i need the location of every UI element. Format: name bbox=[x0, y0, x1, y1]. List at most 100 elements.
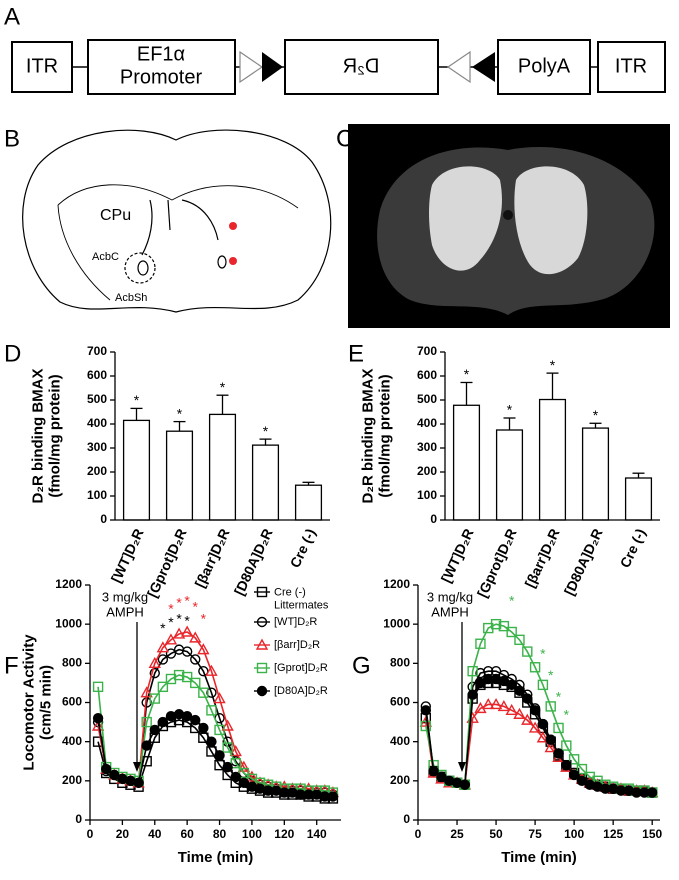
significance: * bbox=[168, 601, 174, 617]
marker bbox=[420, 705, 432, 716]
marker bbox=[157, 681, 169, 693]
y-tick-label: 400 bbox=[390, 734, 410, 748]
significance: * bbox=[193, 599, 199, 615]
bar bbox=[122, 419, 151, 521]
y-tick-label: 600 bbox=[417, 368, 437, 382]
significance: * bbox=[160, 620, 166, 636]
panel-label: F bbox=[4, 652, 19, 679]
marker bbox=[238, 777, 250, 788]
marker bbox=[189, 631, 202, 643]
y-tick-label: 400 bbox=[87, 416, 107, 430]
marker bbox=[514, 634, 525, 646]
significance: * bbox=[548, 667, 554, 683]
marker bbox=[528, 721, 542, 733]
marker bbox=[222, 761, 233, 773]
marker bbox=[529, 662, 541, 673]
x-tick-label: 20 bbox=[116, 827, 130, 841]
marker bbox=[229, 745, 242, 757]
legend-label: [D80A]D₂R bbox=[274, 685, 328, 697]
marker bbox=[221, 719, 234, 731]
x-tick-label: Cre (-) bbox=[617, 526, 649, 570]
panel-label: B bbox=[4, 125, 20, 152]
series-line bbox=[425, 682, 653, 794]
marker bbox=[576, 763, 588, 775]
marker bbox=[214, 724, 225, 736]
marker bbox=[506, 679, 517, 691]
x-tick-label: [βarr]D₂R bbox=[191, 526, 232, 590]
marker bbox=[213, 692, 226, 704]
significance: * bbox=[507, 402, 513, 418]
y-tick-label: 1200 bbox=[55, 577, 82, 591]
x-tick-label: 0 bbox=[87, 827, 94, 841]
y-tick-label: 500 bbox=[87, 392, 107, 406]
y-tick-label: 700 bbox=[87, 344, 107, 358]
bar bbox=[294, 484, 323, 521]
significance: * bbox=[556, 689, 562, 705]
marker bbox=[149, 667, 160, 679]
legend-label: Cre (-) Littermates bbox=[274, 587, 329, 612]
marker bbox=[141, 756, 152, 767]
marker bbox=[230, 758, 241, 769]
marker bbox=[561, 740, 572, 751]
marker bbox=[497, 699, 511, 712]
marker bbox=[206, 687, 217, 698]
x-tick-label: 125 bbox=[603, 827, 623, 841]
arrow-head bbox=[458, 762, 466, 772]
marker bbox=[205, 664, 218, 676]
bar bbox=[452, 404, 481, 521]
marker bbox=[157, 716, 169, 728]
x-tick-label: 80 bbox=[213, 827, 227, 841]
annotation: 3 mg/kg AMPH bbox=[102, 590, 148, 620]
panel-label: G bbox=[352, 652, 371, 679]
marker bbox=[222, 742, 233, 753]
marker bbox=[190, 654, 201, 665]
y-tick-label: 300 bbox=[417, 440, 437, 454]
marker bbox=[489, 698, 503, 710]
marker bbox=[498, 620, 510, 632]
marker bbox=[490, 618, 502, 630]
x-tick-label: Cre (-) bbox=[287, 526, 319, 570]
y-tick-label: 100 bbox=[87, 488, 107, 502]
marker bbox=[420, 720, 432, 732]
marker bbox=[140, 686, 153, 698]
marker bbox=[537, 679, 549, 691]
marker bbox=[198, 722, 209, 734]
x-tick-label: 75 bbox=[528, 827, 542, 841]
y-tick-label: 200 bbox=[87, 464, 107, 478]
marker bbox=[198, 687, 209, 698]
marker bbox=[521, 713, 534, 725]
marker bbox=[568, 769, 580, 781]
y-tick-label: 600 bbox=[390, 695, 410, 709]
bar bbox=[251, 444, 280, 521]
marker bbox=[190, 714, 201, 726]
significance: * bbox=[176, 610, 182, 626]
bar bbox=[581, 427, 610, 521]
marker bbox=[157, 654, 169, 665]
significance: * bbox=[220, 379, 226, 395]
x-tick-label: 50 bbox=[489, 827, 503, 841]
marker bbox=[467, 665, 478, 677]
y-tick-label: 1000 bbox=[383, 616, 410, 630]
y-tick-label: 800 bbox=[390, 656, 410, 670]
x-tick-label: [Gprot]D₂R bbox=[144, 526, 190, 600]
marker bbox=[505, 703, 518, 716]
construct-label: ITR bbox=[26, 55, 58, 77]
significance: * bbox=[176, 595, 182, 611]
marker bbox=[553, 748, 564, 759]
marker bbox=[100, 763, 112, 775]
series-line bbox=[425, 678, 653, 794]
construct-label: ITR bbox=[615, 55, 647, 77]
marker bbox=[482, 698, 495, 710]
construct: ITR EF1α Promoter D₂R PolyA ITR bbox=[11, 39, 666, 95]
bar bbox=[165, 430, 194, 521]
x-tick-label: [WT]D₂R bbox=[108, 526, 147, 585]
y-tick-label: 0 bbox=[100, 512, 107, 526]
y-axis-label: D₂R binding BMAX(fmol/mg protein) bbox=[359, 369, 393, 504]
x-tick-label: 100 bbox=[564, 827, 584, 841]
y-axis-label: Locomotor Activity(cm/5 min) bbox=[20, 634, 54, 771]
marker bbox=[529, 705, 541, 716]
marker bbox=[164, 633, 178, 645]
atlas-label: CPu bbox=[100, 207, 131, 224]
marker bbox=[475, 638, 486, 649]
bar bbox=[538, 398, 567, 521]
